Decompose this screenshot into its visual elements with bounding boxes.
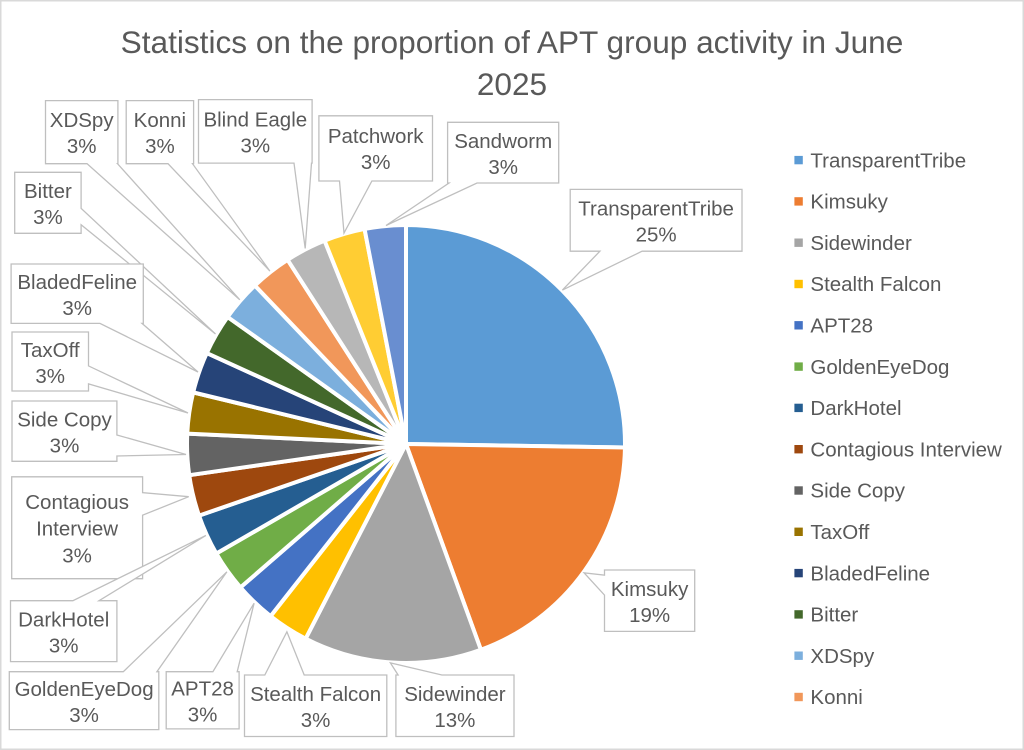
svg-text:XDSpy: XDSpy	[50, 109, 115, 132]
svg-text:Contagious Interview: Contagious Interview	[810, 438, 1002, 461]
svg-text:3%: 3%	[361, 151, 391, 174]
svg-text:19%: 19%	[629, 604, 670, 627]
svg-text:Side Copy: Side Copy	[17, 408, 112, 431]
svg-text:GoldenEyeDog: GoldenEyeDog	[810, 356, 949, 379]
svg-text:TransparentTribe: TransparentTribe	[578, 197, 734, 220]
svg-text:13%: 13%	[434, 709, 475, 732]
svg-text:Kimsuky: Kimsuky	[611, 578, 689, 601]
svg-text:3%: 3%	[301, 709, 331, 732]
svg-text:Interview: Interview	[36, 518, 118, 541]
svg-text:3%: 3%	[240, 134, 270, 157]
svg-text:GoldenEyeDog: GoldenEyeDog	[15, 678, 154, 701]
svg-text:Kimsuky: Kimsuky	[810, 191, 888, 214]
svg-text:TaxOff: TaxOff	[810, 521, 869, 544]
svg-text:Statistics on the proportion o: Statistics on the proportion of APT grou…	[121, 24, 904, 60]
svg-text:Bitter: Bitter	[24, 180, 72, 203]
svg-text:3%: 3%	[145, 135, 175, 158]
svg-text:XDSpy: XDSpy	[810, 645, 875, 668]
svg-text:3%: 3%	[49, 634, 79, 657]
svg-text:3%: 3%	[62, 297, 92, 320]
svg-text:3%: 3%	[35, 365, 65, 388]
svg-text:2025: 2025	[477, 66, 547, 102]
svg-text:Stealth Falcon: Stealth Falcon	[250, 683, 381, 706]
svg-text:Konni: Konni	[810, 686, 862, 709]
svg-text:Stealth Falcon: Stealth Falcon	[810, 273, 941, 296]
svg-text:3%: 3%	[62, 544, 92, 567]
svg-text:3%: 3%	[67, 135, 97, 158]
svg-text:25%: 25%	[636, 223, 677, 246]
svg-text:Bitter: Bitter	[810, 604, 858, 627]
svg-text:Side Copy: Side Copy	[810, 480, 905, 503]
svg-text:APT28: APT28	[171, 678, 234, 701]
svg-text:3%: 3%	[50, 434, 80, 457]
svg-text:BladedFeline: BladedFeline	[17, 271, 137, 294]
svg-text:DarkHotel: DarkHotel	[810, 397, 901, 420]
svg-text:3%: 3%	[488, 156, 518, 179]
svg-text:Sandworm: Sandworm	[454, 130, 552, 153]
svg-text:TransparentTribe: TransparentTribe	[810, 149, 966, 172]
svg-text:TaxOff: TaxOff	[21, 339, 80, 362]
svg-text:BladedFeline: BladedFeline	[810, 562, 930, 585]
svg-text:Konni: Konni	[134, 109, 186, 132]
svg-text:3%: 3%	[69, 704, 99, 727]
svg-text:Blind Eagle: Blind Eagle	[203, 108, 307, 131]
svg-text:Sidewinder: Sidewinder	[404, 683, 506, 706]
svg-text:Contagious: Contagious	[25, 491, 129, 514]
svg-text:Sidewinder: Sidewinder	[810, 232, 912, 255]
svg-text:APT28: APT28	[810, 315, 873, 338]
svg-text:3%: 3%	[188, 704, 218, 727]
svg-text:Patchwork: Patchwork	[328, 125, 424, 148]
svg-text:DarkHotel: DarkHotel	[18, 608, 109, 631]
svg-text:3%: 3%	[33, 206, 63, 229]
